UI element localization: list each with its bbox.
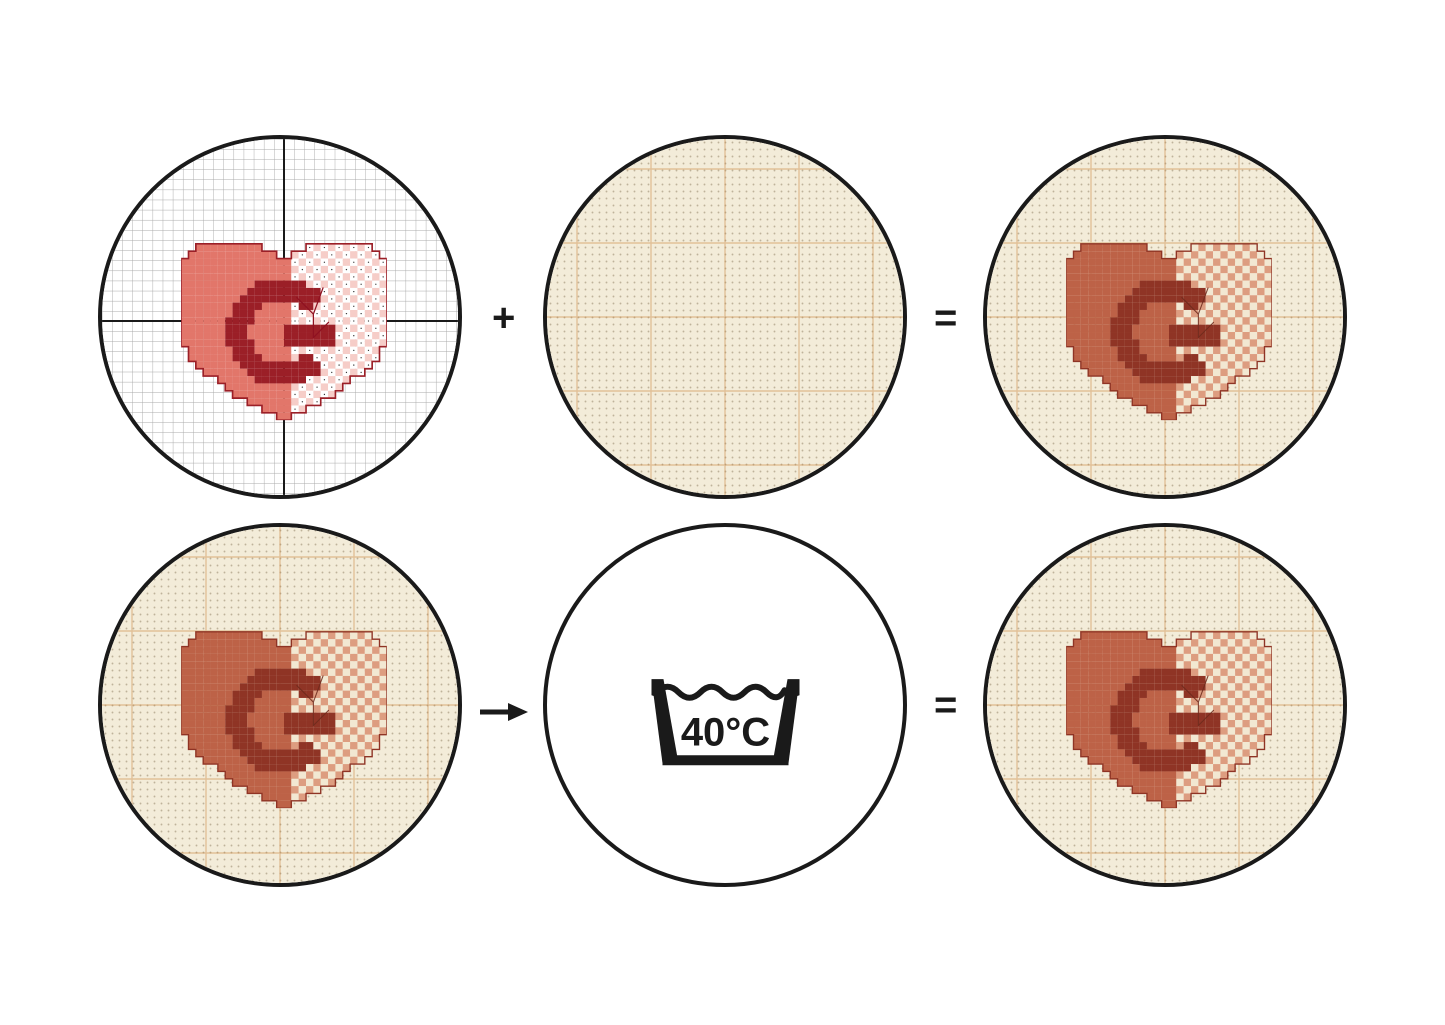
- svg-text:40°C: 40°C: [680, 710, 769, 754]
